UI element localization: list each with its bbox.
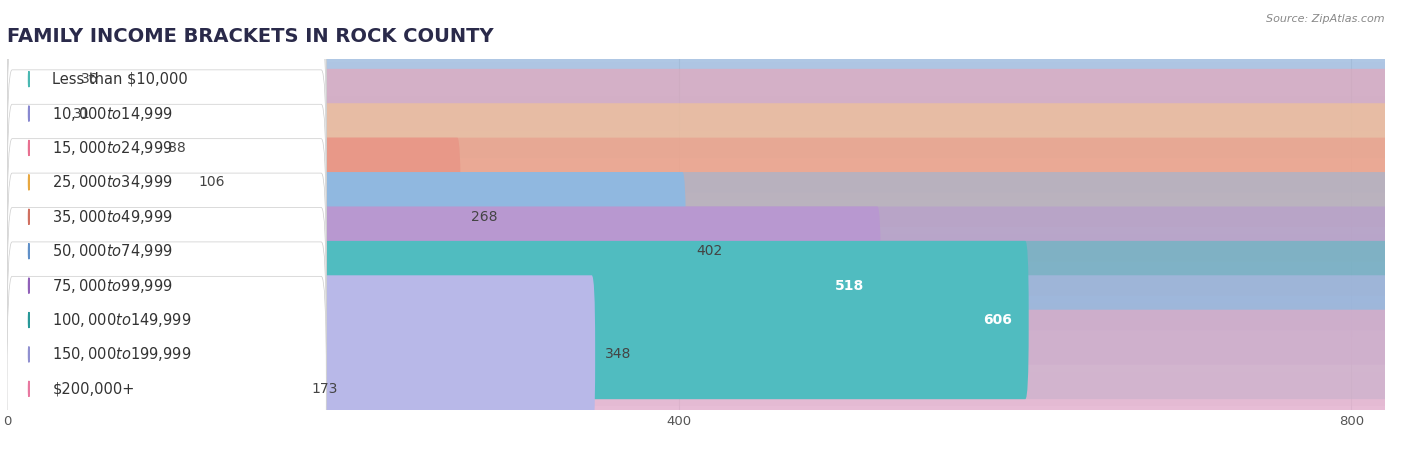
FancyBboxPatch shape (4, 138, 1388, 296)
FancyBboxPatch shape (7, 165, 1385, 200)
FancyBboxPatch shape (4, 310, 1388, 450)
FancyBboxPatch shape (7, 70, 326, 295)
FancyBboxPatch shape (4, 207, 880, 365)
Text: $10,000 to $14,999: $10,000 to $14,999 (52, 104, 173, 122)
Text: $75,000 to $99,999: $75,000 to $99,999 (52, 277, 173, 295)
FancyBboxPatch shape (7, 1, 326, 226)
FancyBboxPatch shape (7, 207, 326, 432)
FancyBboxPatch shape (4, 275, 595, 434)
Text: $100,000 to $149,999: $100,000 to $149,999 (52, 311, 191, 329)
FancyBboxPatch shape (4, 241, 1388, 399)
Text: 606: 606 (983, 313, 1012, 327)
FancyBboxPatch shape (7, 337, 1385, 372)
FancyBboxPatch shape (7, 104, 326, 329)
FancyBboxPatch shape (4, 172, 686, 330)
FancyBboxPatch shape (7, 139, 326, 364)
Text: $25,000 to $34,999: $25,000 to $34,999 (52, 173, 173, 191)
FancyBboxPatch shape (4, 0, 70, 158)
Text: 268: 268 (471, 210, 498, 224)
Text: 518: 518 (835, 279, 865, 292)
FancyBboxPatch shape (4, 241, 1029, 399)
FancyBboxPatch shape (4, 69, 159, 227)
FancyBboxPatch shape (4, 103, 188, 261)
FancyBboxPatch shape (7, 303, 1385, 337)
FancyBboxPatch shape (4, 0, 1388, 158)
FancyBboxPatch shape (4, 172, 1388, 330)
FancyBboxPatch shape (4, 310, 301, 450)
FancyBboxPatch shape (4, 34, 1388, 193)
FancyBboxPatch shape (7, 131, 1385, 165)
FancyBboxPatch shape (4, 69, 1388, 227)
FancyBboxPatch shape (7, 173, 326, 398)
FancyBboxPatch shape (4, 275, 1388, 434)
Text: Source: ZipAtlas.com: Source: ZipAtlas.com (1267, 14, 1385, 23)
FancyBboxPatch shape (7, 372, 1385, 406)
Text: $50,000 to $74,999: $50,000 to $74,999 (52, 242, 173, 260)
Text: 402: 402 (696, 244, 723, 258)
FancyBboxPatch shape (7, 242, 326, 450)
FancyBboxPatch shape (7, 268, 1385, 303)
Text: $35,000 to $49,999: $35,000 to $49,999 (52, 208, 173, 226)
FancyBboxPatch shape (4, 103, 1388, 261)
FancyBboxPatch shape (7, 62, 1385, 96)
FancyBboxPatch shape (7, 276, 326, 450)
Text: FAMILY INCOME BRACKETS IN ROCK COUNTY: FAMILY INCOME BRACKETS IN ROCK COUNTY (7, 27, 494, 46)
Text: 31: 31 (73, 107, 90, 121)
FancyBboxPatch shape (7, 0, 326, 192)
Text: 88: 88 (169, 141, 186, 155)
FancyBboxPatch shape (7, 36, 326, 261)
Text: $150,000 to $199,999: $150,000 to $199,999 (52, 346, 191, 364)
Text: $15,000 to $24,999: $15,000 to $24,999 (52, 139, 173, 157)
Text: 106: 106 (198, 176, 225, 189)
Text: 348: 348 (605, 347, 631, 361)
FancyBboxPatch shape (4, 34, 62, 193)
Text: 173: 173 (311, 382, 337, 396)
FancyBboxPatch shape (7, 234, 1385, 268)
FancyBboxPatch shape (4, 138, 461, 296)
FancyBboxPatch shape (7, 200, 1385, 234)
FancyBboxPatch shape (4, 207, 1388, 365)
Text: $200,000+: $200,000+ (52, 381, 135, 396)
FancyBboxPatch shape (7, 96, 1385, 131)
Text: Less than $10,000: Less than $10,000 (52, 72, 188, 87)
Text: 36: 36 (82, 72, 98, 86)
